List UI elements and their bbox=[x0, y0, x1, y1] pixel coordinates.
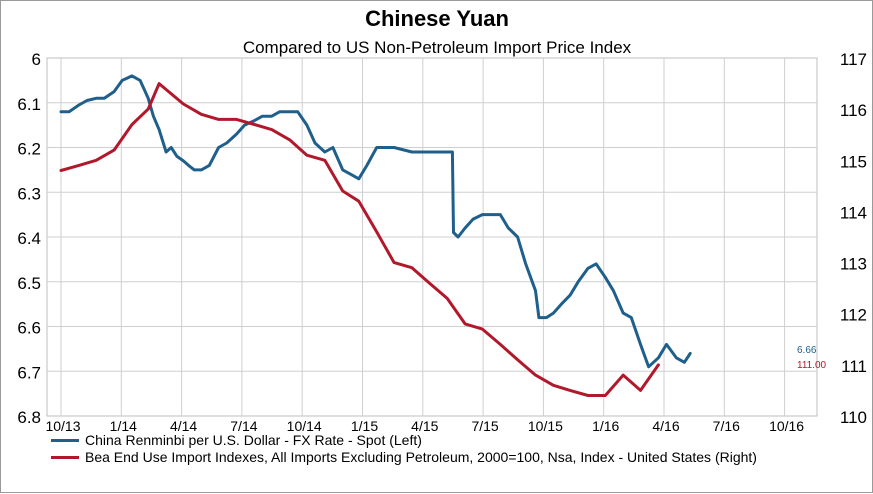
x-tick-label: 10/16 bbox=[769, 418, 804, 434]
right-tick-label: 112 bbox=[840, 306, 867, 325]
right-tick-label: 113 bbox=[840, 255, 867, 274]
x-tick-label: 4/15 bbox=[411, 418, 438, 434]
legend-item-cny: China Renminbi per U.S. Dollar - FX Rate… bbox=[51, 432, 841, 448]
left-tick-label: 6.6 bbox=[17, 319, 41, 338]
left-tick-label: 6.8 bbox=[17, 408, 41, 427]
series-layer bbox=[59, 74, 692, 397]
legend-label-cny: China Renminbi per U.S. Dollar - FX Rate… bbox=[85, 432, 422, 448]
right-tick-label: 117 bbox=[840, 50, 867, 69]
x-tick-label: 10/13 bbox=[45, 418, 80, 434]
x-tick-label: 10/15 bbox=[528, 418, 563, 434]
left-tick-label: 6.1 bbox=[17, 95, 41, 114]
x-tick-label: 10/14 bbox=[287, 418, 322, 434]
left-tick-label: 6.2 bbox=[17, 140, 41, 159]
right-tick-label: 115 bbox=[840, 152, 867, 171]
x-tick-label: 7/15 bbox=[471, 418, 498, 434]
left-tick-label: 6.3 bbox=[17, 184, 41, 203]
x-tick-label: 1/15 bbox=[351, 418, 378, 434]
left-tick-label: 6.4 bbox=[17, 229, 41, 248]
right-tick-label: 114 bbox=[840, 203, 867, 222]
x-tick-label: 4/16 bbox=[652, 418, 679, 434]
x-tick-label: 1/14 bbox=[110, 418, 137, 434]
right-tick-label: 110 bbox=[840, 408, 867, 427]
label-layer: 6.66 111.00 bbox=[797, 345, 827, 371]
left-tick-label: 6.5 bbox=[17, 274, 41, 293]
legend-label-import-index: Bea End Use Import Indexes, All Imports … bbox=[85, 449, 757, 465]
legend: China Renminbi per U.S. Dollar - FX Rate… bbox=[51, 432, 841, 466]
series-line-import-index bbox=[59, 82, 660, 397]
left-tick-label: 6.7 bbox=[17, 363, 41, 382]
chart-subtitle: Compared to US Non-Petroleum Import Pric… bbox=[243, 38, 632, 57]
end-label-import-index: 111.00 bbox=[797, 360, 827, 371]
chart-title: Chinese Yuan bbox=[365, 6, 509, 31]
x-tick-label: 7/14 bbox=[230, 418, 257, 434]
series-line-cny bbox=[59, 74, 692, 369]
axis-layer: 6 6.1 6.2 6.3 6.4 6.5 6.6 6.7 6.8 117 116 115 114 113… bbox=[17, 50, 867, 434]
legend-item-import-index: Bea End Use Import Indexes, All Imports … bbox=[51, 449, 841, 465]
right-tick-label: 116 bbox=[840, 101, 867, 120]
x-tick-label: 1/16 bbox=[592, 418, 619, 434]
legend-swatch-import-index bbox=[51, 456, 79, 459]
left-tick-label: 6 bbox=[32, 50, 41, 69]
right-tick-label: 111 bbox=[841, 357, 867, 376]
x-tick-label: 4/14 bbox=[170, 418, 197, 434]
legend-swatch-cny bbox=[51, 439, 79, 442]
grid-layer bbox=[47, 58, 817, 416]
end-label-cny: 6.66 bbox=[797, 345, 817, 356]
x-tick-label: 7/16 bbox=[713, 418, 740, 434]
